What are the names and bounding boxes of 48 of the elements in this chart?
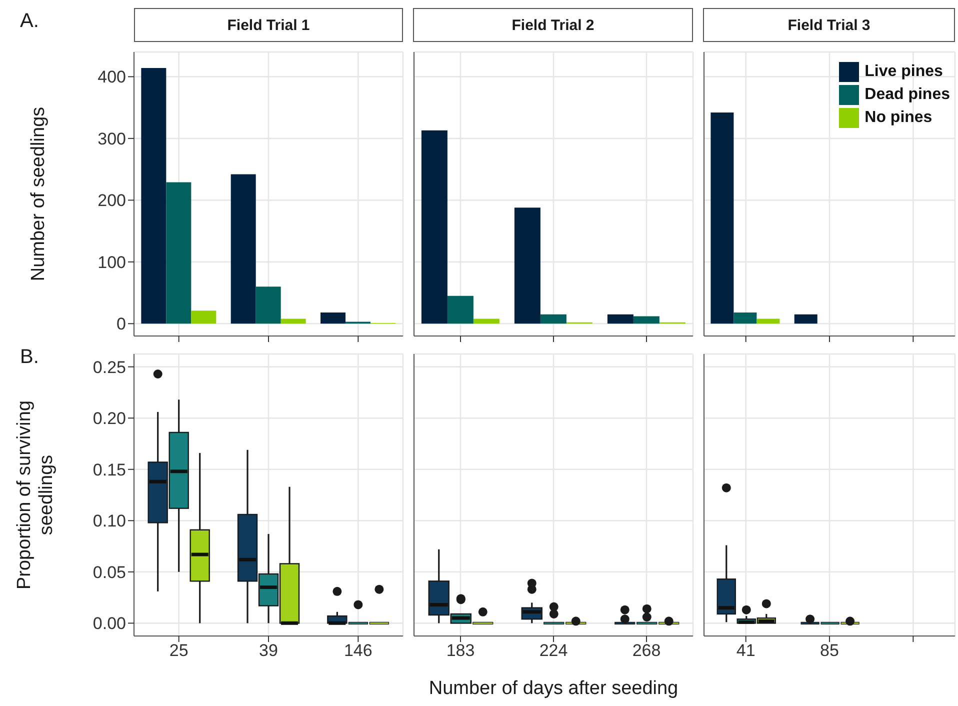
chart-title: Field Trial 3 [788,16,870,34]
legend-label: No pines [864,109,932,127]
y-tick-label: 400 [98,68,126,87]
x-tick-label: 224 [539,641,568,660]
legend-label: Live pines [864,63,943,81]
bar [256,286,281,324]
y-tick-label: 0.15 [92,460,126,480]
x-tick-label: 268 [632,641,661,660]
y-tick-label: 0.00 [92,614,126,634]
chart-title: Field Trial 1 [227,16,310,34]
y-axis-title: Number of seedlings [28,106,49,282]
text: A. [20,10,39,33]
y-tick-label: 0.05 [92,562,126,582]
bar [756,318,780,324]
bar [633,316,660,324]
bar [191,310,216,324]
chart-title: Field Trial 2 [512,16,594,34]
y-tick-label: 0.20 [92,409,126,428]
bar [320,312,346,324]
bar [141,68,166,324]
x-tick-label: 146 [344,641,372,660]
x-tick-label: 39 [259,641,278,660]
bar [540,314,566,324]
y-tick-label: 200 [98,191,126,210]
legend-label: Dead pines [864,86,950,104]
bar [280,318,306,324]
bar [166,182,192,324]
bar [230,174,256,324]
x-tick-label: 85 [820,641,839,660]
y-tick-label: 300 [98,129,126,148]
bar [607,314,634,324]
x-tick-label: 41 [736,641,756,660]
bar [473,318,500,324]
bar [447,296,474,324]
y-tick-label: 100 [98,252,126,272]
bar [421,130,448,324]
x-tick-label: 25 [169,641,188,660]
y-axis-title: Proportion of surviving seedlings [14,400,57,590]
text: B. [20,346,39,369]
bar [710,112,734,324]
y-tick-label: 0.25 [92,358,126,377]
y-tick-label: 0.10 [92,512,126,531]
bar [734,312,757,324]
x-axis-title: Number of days after seeding [428,678,678,699]
bar [794,314,818,324]
y-tick-label: 0 [116,314,126,334]
x-tick-label: 183 [446,641,475,660]
bar [514,208,540,324]
